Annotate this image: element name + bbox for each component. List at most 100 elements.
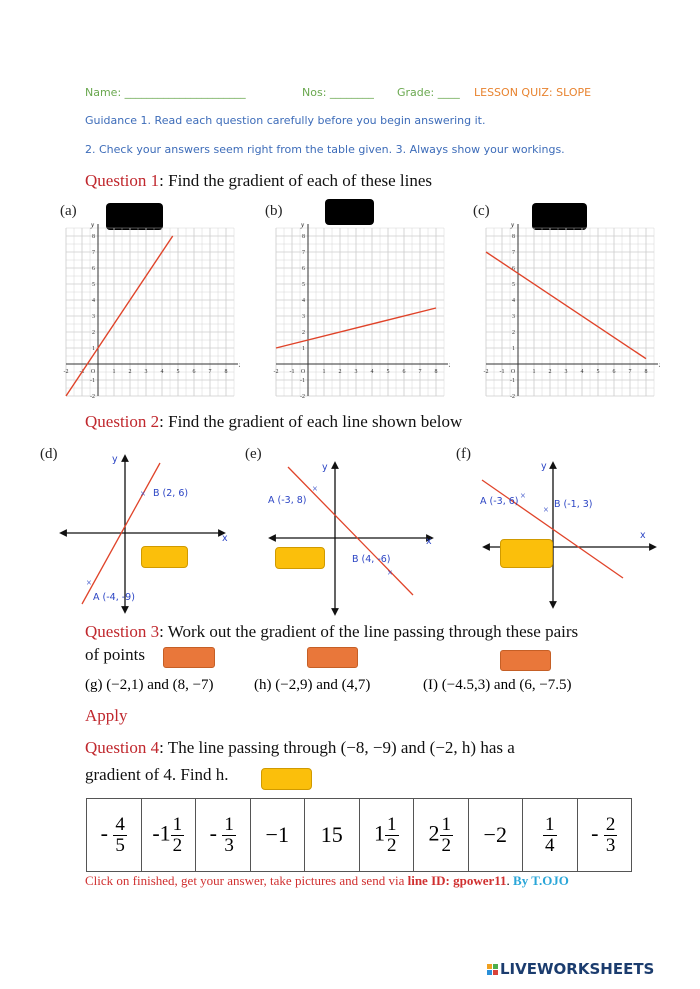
line	[481, 479, 624, 579]
y-tick-label: -1	[90, 378, 95, 384]
graph-a-label: (a)	[60, 203, 77, 219]
x-axis-label: x	[448, 361, 450, 369]
line	[287, 466, 414, 596]
question-text: : The line passing through (−8, −9) and …	[159, 738, 515, 757]
answer-input-i[interactable]	[500, 650, 551, 671]
y-axis-label: y	[510, 221, 515, 229]
answer-input-c[interactable]	[532, 203, 587, 230]
guidance-line-2: 2. Check your answers seem right from th…	[85, 143, 565, 156]
question-label: Question 3	[85, 622, 160, 641]
x-tick-label: 2	[339, 369, 342, 375]
axis-label-x: x	[426, 536, 432, 547]
question-text: : Find the gradient of each of these lin…	[159, 171, 433, 190]
answer-input-a[interactable]	[106, 203, 163, 230]
x-tick-label: -2	[64, 369, 69, 375]
option-whole: 2	[428, 820, 440, 846]
fraction-den: 3	[224, 834, 234, 856]
answer-input-g[interactable]	[163, 647, 215, 668]
answer-option[interactable]: -1 1 2	[140, 798, 196, 872]
apply-heading: Apply	[85, 706, 128, 725]
y-tick-label: 3	[92, 314, 95, 320]
q2-graphs: × × × × × ×	[59, 454, 657, 616]
x-tick-label: 6	[193, 369, 196, 375]
option-sign: -	[100, 820, 114, 846]
y-tick-label: 4	[302, 298, 305, 304]
x-tick-label: 7	[209, 369, 212, 375]
answer-input-d[interactable]	[141, 546, 188, 568]
point-b-marker: ×	[140, 489, 146, 500]
question-text: : Find the gradient of each line shown b…	[159, 412, 463, 431]
liveworksheets-logo: LIVEWORKSHEETS	[487, 960, 654, 978]
question-1-heading: Question 1: Find the gradient of each of…	[85, 171, 432, 191]
x-axis-label: x	[238, 361, 240, 369]
footer-sep: .	[506, 873, 514, 888]
y-tick-label: 5	[92, 282, 95, 288]
answer-input-b[interactable]	[325, 199, 374, 225]
answer-input-q4[interactable]	[261, 768, 312, 790]
graph-c-label: (c)	[473, 203, 490, 219]
answer-option[interactable]: −1	[249, 798, 305, 872]
x-tick-label: O	[301, 369, 306, 375]
y-tick-label: -1	[300, 378, 305, 384]
graph-d: × ×	[59, 454, 226, 614]
line	[81, 462, 161, 605]
pair-g: (g) (−2,1) and (8, −7)	[85, 677, 214, 693]
x-tick-label: -2	[274, 369, 279, 375]
fraction-num: 1	[222, 813, 236, 836]
x-tick-label: O	[91, 369, 96, 375]
question-label: Question 4	[85, 738, 160, 757]
x-tick-label: 3	[565, 369, 568, 375]
name-field-label: Name: ______________________	[85, 86, 246, 99]
point-b-marker: ×	[387, 568, 393, 579]
y-tick-label: 1	[302, 346, 305, 352]
logo-icon	[487, 963, 498, 975]
x-tick-label: -1	[290, 369, 295, 375]
axis-label-x: x	[222, 533, 228, 544]
x-tick-label: 8	[435, 369, 438, 375]
y-tick-label: 7	[92, 250, 95, 256]
axis-label-y: y	[322, 462, 328, 473]
footer-text: Click on finished, get your answer, take…	[85, 873, 408, 888]
x-tick-label: 1	[113, 369, 116, 375]
x-tick-label: 6	[403, 369, 406, 375]
x-tick-label: O	[511, 369, 516, 375]
footer-instructions: Click on finished, get your answer, take…	[85, 873, 569, 889]
axis-label-y: y	[541, 461, 547, 472]
x-tick-label: 7	[419, 369, 422, 375]
axis-label-x: x	[640, 530, 646, 541]
point-b-label: B (2, 6)	[153, 488, 189, 499]
graph-line	[65, 235, 174, 397]
y-tick-label: 7	[302, 250, 305, 256]
point-a-marker: ×	[86, 578, 92, 589]
question-3-heading: Question 3: Work out the gradient of the…	[85, 622, 578, 642]
x-tick-label: 8	[225, 369, 228, 375]
line-id: line ID: gpower11	[407, 873, 507, 888]
answer-input-h[interactable]	[307, 647, 358, 668]
x-tick-label: 3	[355, 369, 358, 375]
answer-option[interactable]: 15	[304, 798, 360, 872]
fraction-num: 2	[603, 813, 618, 836]
y-tick-label: 3	[512, 314, 515, 320]
fraction-den: 5	[115, 834, 125, 856]
answer-input-e[interactable]	[275, 547, 325, 569]
answer-input-f[interactable]	[500, 539, 553, 568]
x-tick-label: 4	[581, 369, 584, 375]
y-tick-label: 2	[302, 330, 305, 336]
quiz-title: LESSON QUIZ: SLOPE	[474, 86, 592, 99]
answer-option[interactable]: −2	[467, 798, 523, 872]
question-label: Question 2	[85, 412, 160, 431]
graph-c: -2 -1 O 1 2 3 4 5 6 7 8 8 7 6 5 4 3 2 1 -1 -2 x y	[484, 221, 661, 400]
nos-field-label: Nos: ________	[302, 86, 374, 99]
